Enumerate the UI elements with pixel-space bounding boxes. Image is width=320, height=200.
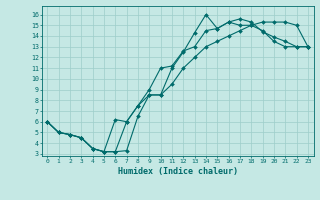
X-axis label: Humidex (Indice chaleur): Humidex (Indice chaleur) — [118, 167, 237, 176]
